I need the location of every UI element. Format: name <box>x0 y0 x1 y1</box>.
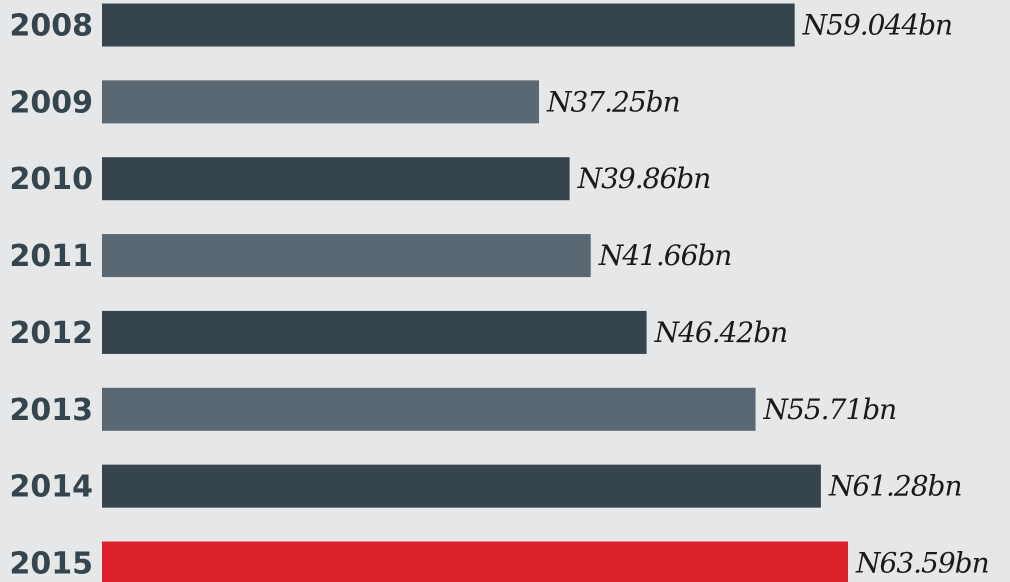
category-label: 2011 <box>10 239 94 274</box>
value-label: N55.71bn <box>763 393 897 426</box>
value-label: N61.28bn <box>828 470 962 503</box>
bar <box>102 387 756 431</box>
value-label: N39.86bn <box>577 162 711 195</box>
bar <box>102 541 848 582</box>
category-label: 2014 <box>10 470 94 505</box>
category-label: 2008 <box>10 9 94 44</box>
bar <box>102 3 795 47</box>
category-label: 2013 <box>10 393 94 428</box>
category-label: 2010 <box>10 162 94 197</box>
category-label: 2012 <box>10 316 94 351</box>
value-label: N63.59bn <box>855 547 989 580</box>
category-label: 2009 <box>10 85 94 120</box>
value-label: N46.42bn <box>654 316 788 349</box>
bar <box>102 80 539 124</box>
value-label: N41.66bn <box>598 239 732 272</box>
bar <box>102 157 570 201</box>
bar <box>102 310 647 354</box>
bar <box>102 464 821 508</box>
category-label: 2015 <box>10 547 94 582</box>
bar <box>102 234 591 278</box>
value-label: N37.25bn <box>546 85 680 118</box>
value-label: N59.044bn <box>802 9 952 42</box>
